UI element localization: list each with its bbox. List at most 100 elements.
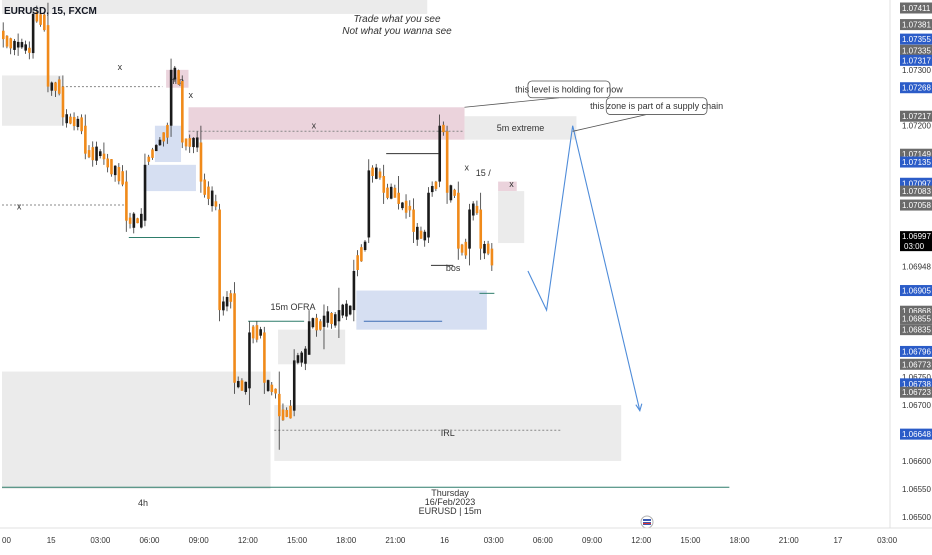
candle bbox=[307, 310, 311, 355]
callout-holding-text: this level is holding for now bbox=[515, 84, 623, 94]
flag-icon[interactable] bbox=[640, 515, 654, 529]
candle bbox=[16, 33, 20, 56]
candle-body bbox=[490, 248, 494, 266]
label-x-1: x bbox=[118, 62, 123, 72]
price-tick-label: 1.06948 bbox=[902, 263, 931, 272]
price-tag-bg bbox=[900, 54, 932, 66]
candle bbox=[5, 35, 9, 49]
candle bbox=[404, 194, 408, 219]
callout-supply-pointer bbox=[572, 114, 647, 132]
time-tick-label: 17 bbox=[833, 536, 842, 545]
candle-body bbox=[296, 355, 300, 363]
candle bbox=[113, 165, 117, 182]
candle-body bbox=[255, 325, 259, 340]
candle bbox=[479, 192, 483, 260]
candle bbox=[401, 201, 404, 211]
candle-body bbox=[333, 314, 337, 326]
candle bbox=[427, 187, 430, 244]
candle bbox=[199, 125, 203, 193]
candle bbox=[195, 131, 199, 153]
candle bbox=[292, 349, 296, 417]
price-tick-label: 1.06600 bbox=[902, 457, 931, 466]
price-tag-bg bbox=[900, 199, 932, 211]
candles-layer bbox=[2, 2, 494, 450]
candle bbox=[367, 159, 371, 244]
projection-path bbox=[527, 125, 641, 411]
candle bbox=[117, 163, 121, 185]
time-tick-label: 03:00 bbox=[90, 536, 111, 545]
price-tag-bg bbox=[900, 33, 932, 45]
time-tick-label: 21:00 bbox=[779, 536, 800, 545]
time-tick-label: 06:00 bbox=[533, 536, 554, 545]
candle bbox=[363, 240, 367, 252]
candle bbox=[352, 259, 356, 322]
crosshair-day: Thursday bbox=[431, 488, 469, 498]
time-tick-label: 06:00 bbox=[139, 536, 160, 545]
candle bbox=[76, 115, 80, 131]
candle-body bbox=[214, 201, 218, 207]
candle-body bbox=[408, 205, 412, 211]
candle-body bbox=[147, 156, 151, 162]
candle bbox=[371, 165, 374, 183]
candle bbox=[158, 137, 162, 146]
price-tick-label: 1.07268 bbox=[902, 84, 931, 93]
zone-label-irl: IRL bbox=[441, 428, 455, 438]
candle bbox=[255, 321, 259, 343]
price-tick-label: 1.06868 bbox=[902, 307, 931, 316]
price-tag-bg bbox=[900, 19, 932, 31]
candle bbox=[125, 170, 128, 232]
candle bbox=[412, 198, 415, 244]
candle bbox=[244, 381, 248, 395]
price-tag-bg bbox=[900, 185, 932, 197]
price-tick-label: 1.06648 bbox=[902, 430, 931, 439]
candle-body bbox=[457, 192, 460, 249]
candle-body bbox=[210, 190, 214, 207]
callout-supply-box bbox=[605, 97, 708, 115]
candle bbox=[319, 319, 322, 331]
candle-body bbox=[195, 137, 199, 148]
candle-body bbox=[154, 145, 158, 152]
time-axis[interactable]: 00 15 03:00 06:00 09:00 12:00 15:00 18:00 21:00 1… bbox=[0, 527, 932, 550]
price-tick-label: 1.06796 bbox=[902, 347, 931, 356]
candle-body bbox=[416, 226, 419, 240]
zone-small-pink bbox=[498, 181, 517, 192]
candle-body bbox=[311, 318, 315, 328]
candle bbox=[188, 134, 192, 153]
candle-body bbox=[169, 69, 173, 126]
candle bbox=[218, 203, 221, 322]
candle-body bbox=[307, 321, 311, 355]
candle-body bbox=[207, 186, 210, 199]
price-tick-label: 1.07355 bbox=[902, 35, 931, 44]
candle-body bbox=[28, 47, 31, 53]
candle bbox=[222, 296, 225, 316]
price-axis[interactable]: 1.07411 1.07381 1.07355 1.073351.073171.073… bbox=[889, 0, 932, 528]
candle-body bbox=[13, 40, 16, 50]
candle bbox=[449, 184, 453, 203]
zone-top-band bbox=[2, 0, 428, 14]
candle bbox=[154, 143, 158, 152]
candle-body bbox=[50, 82, 54, 91]
candle-body bbox=[166, 124, 169, 138]
candle bbox=[434, 180, 438, 192]
candle-body bbox=[356, 255, 359, 270]
candle-body bbox=[475, 205, 479, 214]
price-tag-bg bbox=[900, 156, 932, 168]
candle-body bbox=[192, 137, 195, 148]
candle bbox=[72, 112, 76, 131]
candle-body bbox=[315, 317, 318, 331]
candle-body bbox=[69, 116, 72, 124]
time-tick-label: 03:00 bbox=[484, 536, 505, 545]
zone-right-demand bbox=[356, 290, 487, 330]
candle bbox=[192, 137, 195, 154]
candle bbox=[375, 163, 378, 180]
label-bos: bos bbox=[446, 263, 461, 273]
candle-body bbox=[330, 312, 333, 324]
candle bbox=[210, 186, 214, 212]
candle-body bbox=[401, 202, 404, 209]
candle bbox=[389, 183, 393, 200]
candle-body bbox=[274, 388, 277, 394]
candle bbox=[386, 183, 389, 200]
candle-body bbox=[300, 352, 303, 363]
